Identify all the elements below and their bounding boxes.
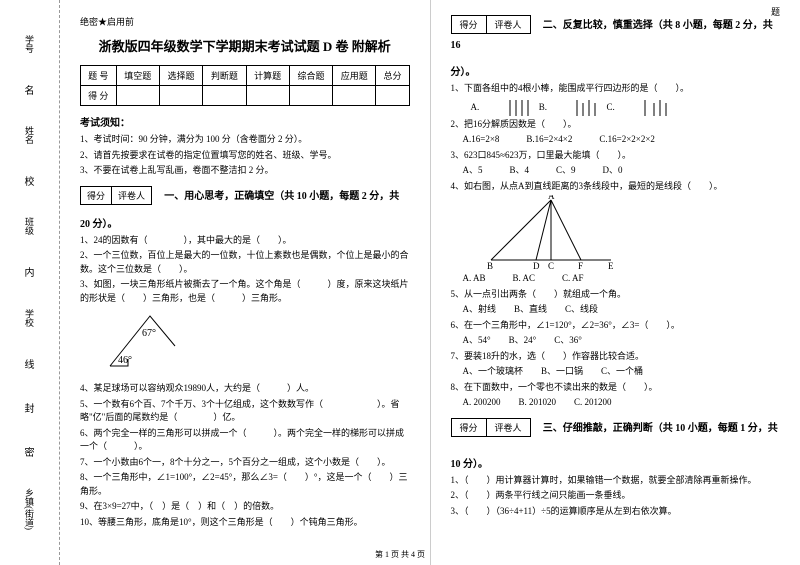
margin-label-1: 学号 [23,35,36,53]
triangle-figure: 67° 46° [100,311,190,376]
score-label: 得分 [452,419,487,436]
th-calc: 计算题 [246,66,289,86]
question-1: 1、24的因数有（ ），其中最大的是（ ）。 [80,234,410,248]
section3-title: 三、仔细推敲，正确判断（共 10 小题，每题 1 分，共 [543,423,778,434]
section2-title2: 分）。 [451,63,781,78]
s3-q1: 1、（ ）用计算器计算时，如果输错一个数据，就要全部清除再重新操作。 [451,474,781,488]
s3-q2: 2、（ ）两条平行线之间只能画一条垂线。 [451,489,781,503]
s2-q6: 6、在一个三角形中，∠1=120°，∠2=36°，∠3=（ ）。 [451,319,781,333]
s2-q4-opts: A. AB B. AC C. AF [463,272,781,286]
s3-q3: 3、（ ）（36÷4+11）÷5的运算顺序是从左到右依次算。 [451,505,781,519]
notice-title: 考试须知： [80,114,410,129]
question-5: 5、一个数有6个百、7个千万、3个十亿组成，这个数数写作（ ）。省略"亿"后面的… [80,398,410,425]
svg-text:D: D [533,261,540,270]
th-judge: 判断题 [203,66,246,86]
question-10: 10、等腰三角形，底角是10°，则这个三角形是（ ）个钝角三角形。 [80,516,410,530]
th-num: 题 号 [81,66,117,86]
notice-item: 3、不要在试卷上乱写乱画，卷面不整洁扣 2 分。 [80,164,410,177]
s2-q5-opts: A、射线 B、直线 C、线段 [463,303,781,317]
confidential-header: 绝密★启用前 [80,15,410,28]
right-column: 题 得分 评卷人 二、反复比较，慎重选择（共 8 小题，每题 2 分，共 16 … [431,0,800,565]
margin-char-3: 内 [25,264,35,279]
s2-q7: 7、要装18升的水，选（ ）作容器比较合适。 [451,350,781,364]
score-label: 得 分 [81,86,117,106]
margin-char-6: 密 [25,444,35,459]
triangle2-figure: A B D C F E [481,195,621,270]
section1-title: 一、用心思考，正确填空（共 10 小题，每题 2 分，共 [164,191,399,202]
s2-q8: 8、在下面数中，一个零也不读出来的数是（ ）。 [451,381,781,395]
s2-q5: 5、从一点引出两条（ ）就组成一个角。 [451,288,781,302]
angle-46: 46° [118,355,132,366]
section1-title2: 20 分）。 [80,215,410,230]
question-7: 7、一个小数由6个一，8个十分之一，5个百分之一组成，这个小数是（ ）。 [80,456,410,470]
margin-char-1: 名 [25,82,35,97]
table-row: 得 分 [81,86,410,106]
binding-margin: 学号 名 姓名 校 班级 内 学校 线 封 密 乡镇(街道) [0,0,60,565]
question-2: 2、一个三位数，百位上是最大的一位数，十位上素数也是偶数，个位上是最小的合数。这… [80,249,410,276]
notice-item: 2、请首先按要求在试卷的指定位置填写您的姓名、班级、学号。 [80,149,410,162]
svg-text:E: E [608,261,614,270]
margin-char-2: 校 [25,173,35,188]
s2-q7-opts: A、一个玻璃杯 B、一口锅 C、一个桶 [463,365,781,379]
left-column: 绝密★启用前 浙教版四年级数学下学期期末考试试题 D 卷 附解析 题 号 填空题… [60,0,431,565]
page-footer: 第 1 页 共 4 页 [0,549,800,560]
question-9: 9、在3×9=27中，（ ）是（ ）和（ ）的倍数。 [80,500,410,514]
table-row: 题 号 填空题 选择题 判断题 计算题 综合题 应用题 总分 [81,66,410,86]
section-score-box: 得分 评卷人 [451,15,531,34]
margin-label-5: 乡镇(街道) [23,488,36,530]
s2-q2-opts: A.16=2×8 B.16=2×4×2 C.16=2×2×2×2 [463,133,781,147]
s2-q3-opts: A、5 B、4 C、9 D、0 [463,164,781,178]
s2-q4: 4、如右图，从点A到直线距离的3条线段中，最短的是线段（ ）。 [451,180,781,194]
th-total: 总分 [376,66,409,86]
score-label: 得分 [81,187,112,204]
notice-item: 1、考试时间：90 分钟，满分为 100 分（含卷面分 2 分）。 [80,133,410,146]
margin-char-4: 线 [25,356,35,371]
grader-label: 评卷人 [487,16,530,33]
question-8: 8、一个三角形中，∠1=100°，∠2=45°，那么∠3=（ ）°，这是一个（ … [80,471,410,498]
score-label: 得分 [452,16,487,33]
s2-q6-opts: A、54° B、24° C、36° [463,334,781,348]
s2-q8-opts: A. 200200 B. 201020 C. 201200 [463,396,781,410]
th-fill: 填空题 [116,66,159,86]
margin-topright: 题 [771,5,780,18]
margin-char-5: 封 [25,400,35,415]
grader-label: 评卷人 [112,187,151,204]
s2-q1-options: A. B. C. [471,98,781,118]
margin-label-2: 姓名 [23,126,36,144]
s2-q2: 2、把16分解质因数是（ ）。 [451,118,781,132]
question-4: 4、某足球场可以容纳观众19890人，大约是（ ）人。 [80,382,410,396]
svg-text:F: F [578,261,583,270]
th-comp: 综合题 [289,66,332,86]
svg-text:B: B [487,261,493,270]
section3-title2: 10 分）。 [451,455,781,470]
s2-q3: 3、623口845≈623万，口里最大能填（ ）。 [451,149,781,163]
section-score-box: 得分 评卷人 [451,418,531,437]
svg-text:C: C [548,261,554,270]
grader-label: 评卷人 [487,419,530,436]
margin-label-3: 班级 [23,217,36,235]
s2-q1: 1、下面各组中的4根小棒，能围成平行四边形的是（ ）。 [451,82,781,96]
question-3: 3、如图，一块三角形纸片被撕去了一个角。这个角是（ ）度，原来这块纸片的形状是（… [80,278,410,305]
section-score-box: 得分 评卷人 [80,186,152,205]
svg-text:A: A [548,195,555,201]
th-choice: 选择题 [159,66,202,86]
th-app: 应用题 [333,66,376,86]
exam-title: 浙教版四年级数学下学期期末考试试题 D 卷 附解析 [80,36,410,55]
angle-67: 67° [142,328,156,339]
question-6: 6、两个完全一样的三角形可以拼成一个（ ）。两个完全一样的梯形可以拼成一个（ ）… [80,427,410,454]
score-table: 题 号 填空题 选择题 判断题 计算题 综合题 应用题 总分 得 分 [80,65,410,106]
margin-label-4: 学校 [23,309,36,327]
